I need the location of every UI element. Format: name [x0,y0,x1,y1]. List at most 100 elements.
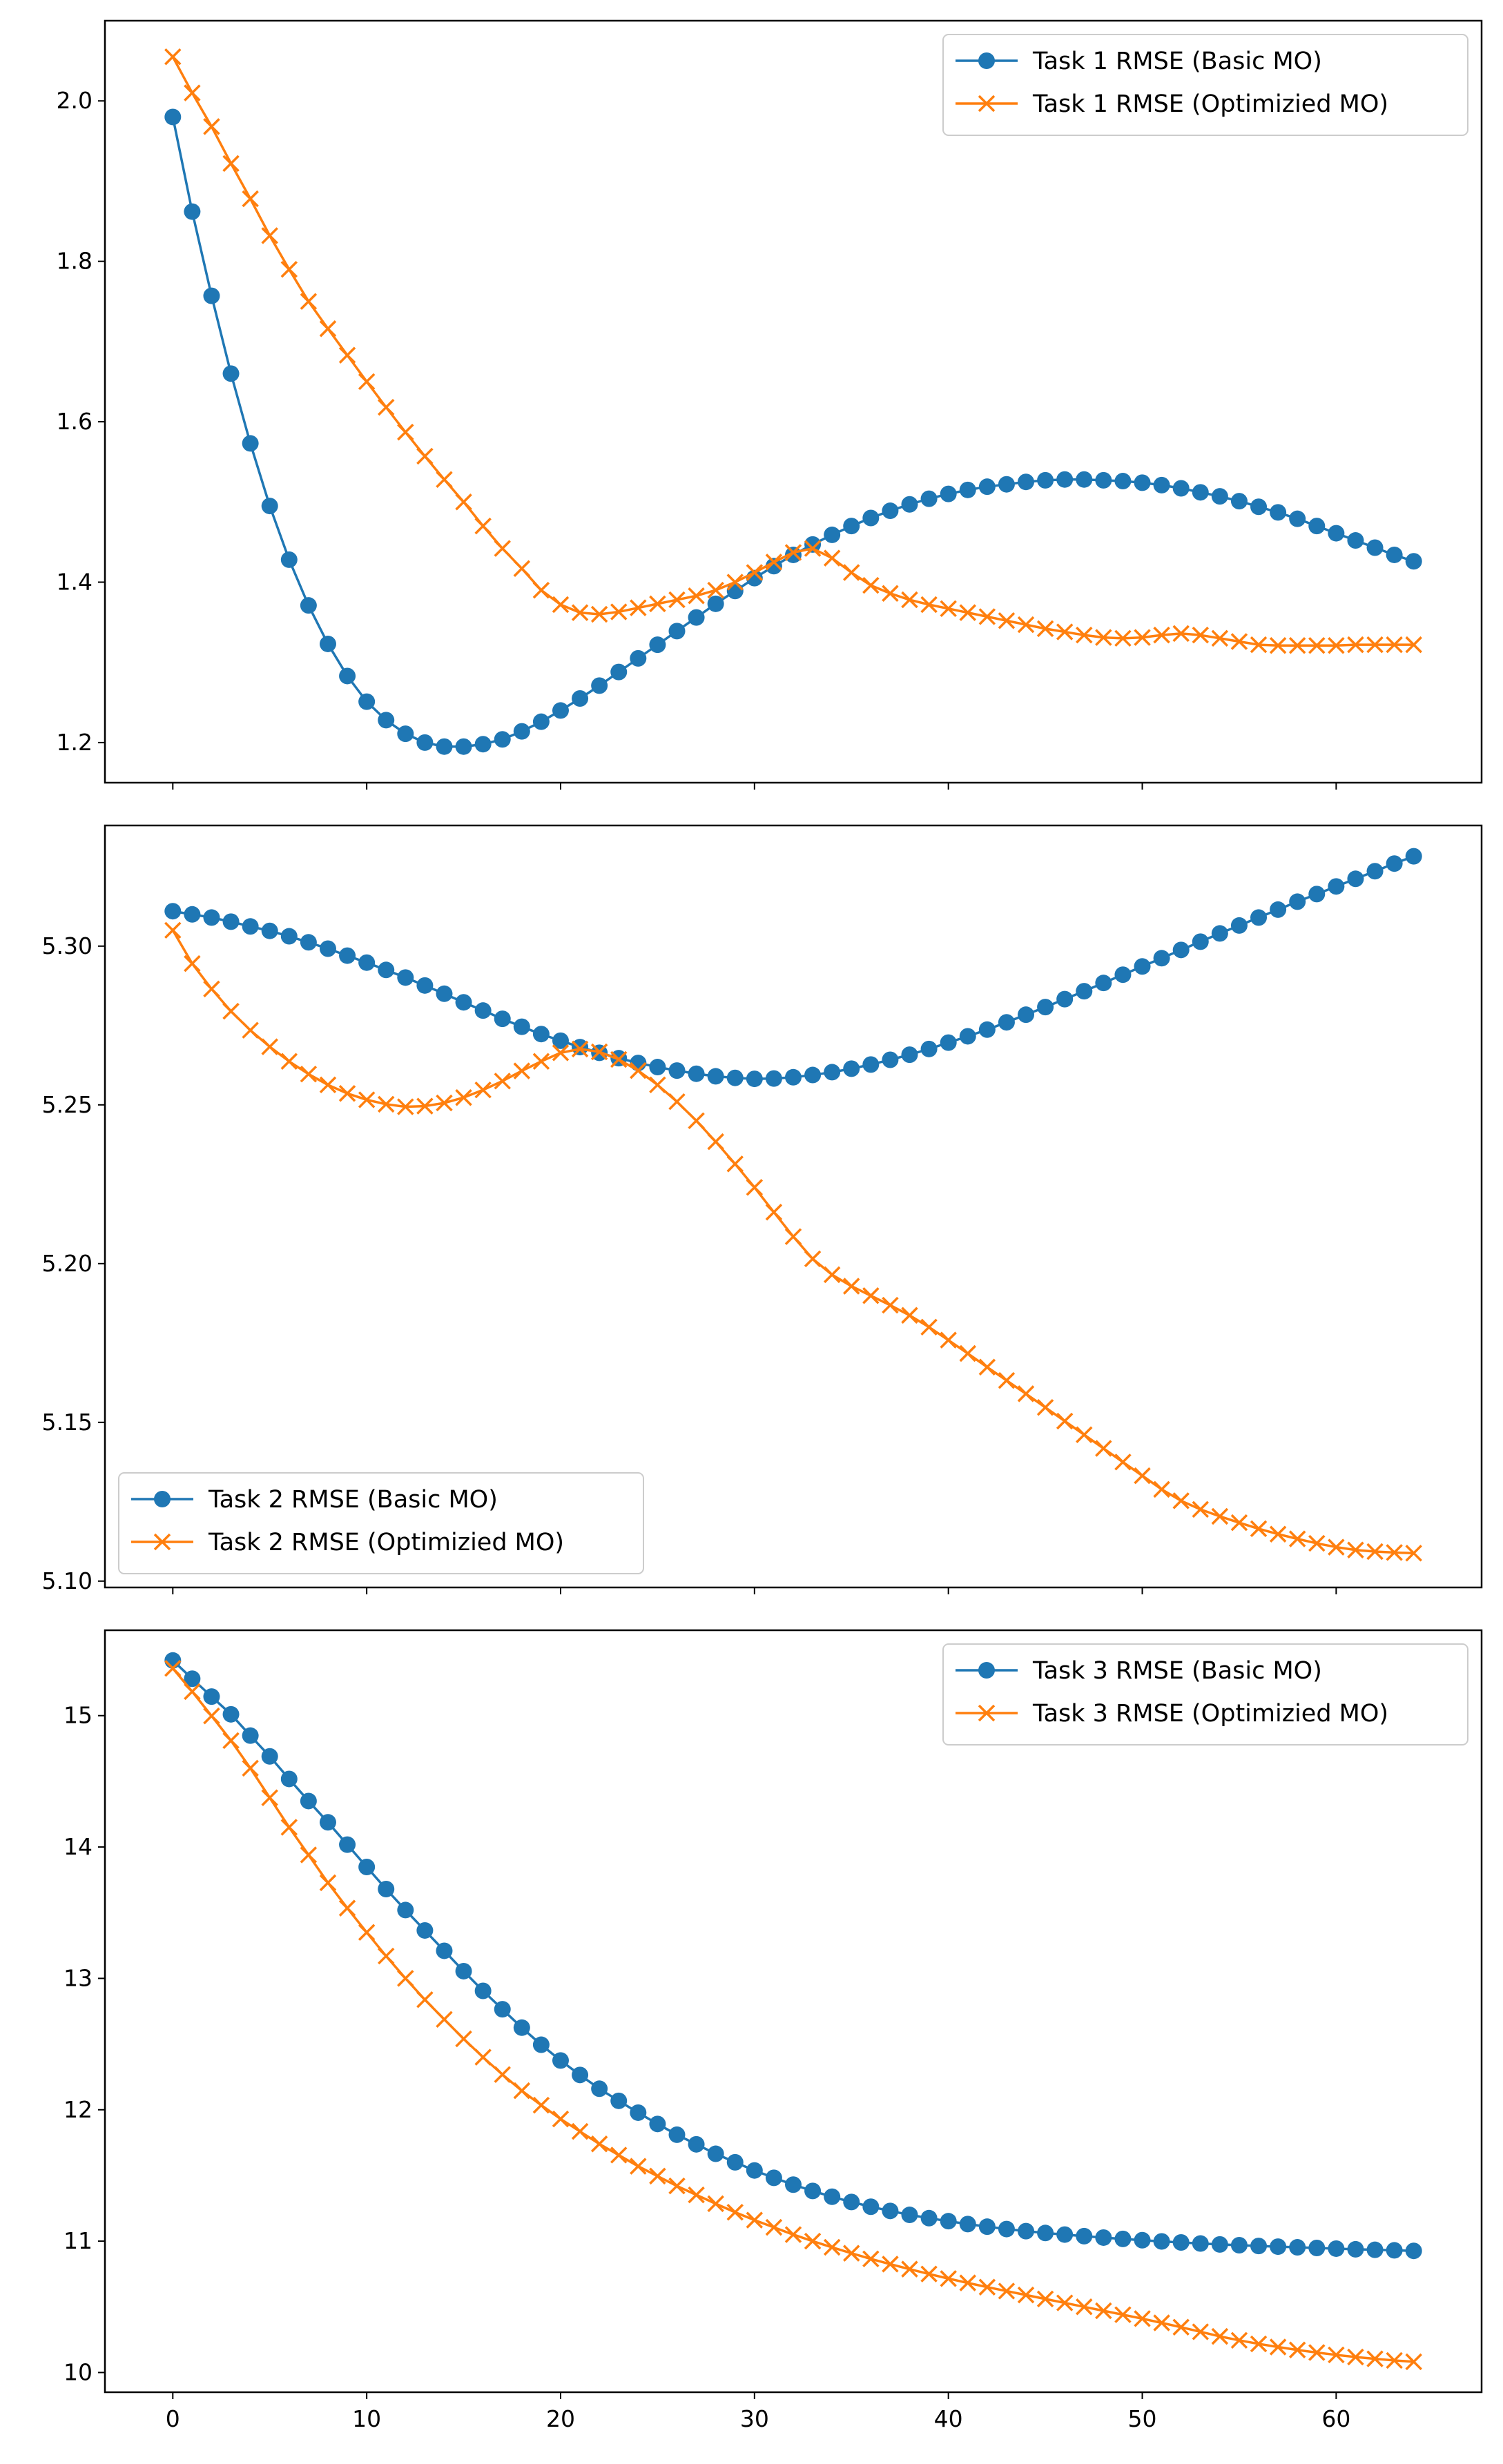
data-point [1289,510,1306,527]
data-point [649,2167,666,2185]
data-point [242,1021,259,1039]
data-point [765,1070,782,1087]
data-point [494,2066,511,2083]
data-point [552,1044,570,1062]
data-point [765,2218,783,2236]
data-point [1036,1398,1054,1416]
data-point [843,564,860,581]
data-point [203,287,220,304]
data-point [1037,2225,1054,2242]
data-point [416,977,434,994]
data-point [630,599,647,616]
data-point [882,2256,899,2273]
data-point [649,1059,666,1076]
data-point [784,544,802,561]
data-point [688,1112,705,1130]
data-point [1017,2286,1035,2304]
data-point [513,723,530,740]
x-tick-label: 30 [740,2405,769,2432]
data-point [1036,2290,1054,2308]
data-point [1308,637,1326,654]
data-point [184,203,201,220]
legend-box [118,1472,644,1574]
data-point [242,190,259,208]
data-point [707,2195,724,2213]
y-tick-label: 15 [64,1702,93,1729]
data-point [998,2282,1016,2300]
data-point [358,954,376,971]
data-point [862,2250,880,2268]
data-point [785,2176,802,2193]
data-point [590,2135,608,2153]
data-point [1405,636,1422,654]
legend-marker [153,1533,171,1551]
data-point [552,596,570,614]
data-point [940,1034,957,1051]
y-tick-label: 5.25 [42,1091,93,1118]
data-point [1289,2239,1306,2256]
data-point [1018,473,1035,491]
data-point [1405,553,1422,570]
data-point [319,940,336,957]
data-point [668,623,686,640]
data-point [959,604,976,621]
data-point [572,1039,589,1056]
data-point [203,1707,220,1725]
data-point [1405,2242,1422,2260]
data-point [978,1021,996,1038]
data-point [1328,2346,1345,2364]
data-point [1269,2338,1287,2356]
data-point [397,423,414,441]
data-point [959,1345,976,1362]
data-point [261,1038,278,1055]
data-point [688,609,705,626]
data-point [1366,2350,1384,2367]
data-point [1153,2233,1170,2250]
data-point [940,600,957,618]
data-point [532,1053,550,1070]
data-point [630,2104,647,2121]
data-point [843,1060,860,1077]
data-point [920,596,938,614]
chart-panel-3: 10 11 12 13 14 15 0 10 20 30 40 50 60 Task 3 RMSE (Ba… [64,1629,1483,2432]
data-point [164,1652,182,1669]
data-point [1211,2236,1228,2253]
data-point [1172,480,1190,497]
data-point [1056,2226,1074,2243]
data-point [1366,539,1384,556]
series-optimized [164,921,1422,1562]
data-point [1037,999,1054,1016]
data-point [1230,917,1248,934]
data-point [552,1032,569,1049]
y-tick-label: 11 [64,2227,93,2254]
data-point [688,2135,705,2153]
data-point [1386,1544,1403,1561]
data-point [998,1014,1015,1031]
data-point [1366,863,1384,880]
data-point [591,2080,608,2098]
data-point [1018,2222,1035,2240]
data-point [513,1062,531,1079]
data-point [784,1228,802,1245]
data-point [901,2260,918,2278]
data-point [494,1073,511,1090]
data-point [261,922,278,939]
data-point [901,1046,918,1064]
data-point [1386,2242,1403,2259]
data-point [242,1727,259,1744]
data-point [1017,1385,1035,1402]
data-point [261,227,278,244]
x-tick-label: 40 [934,2405,963,2432]
data-point [1211,488,1228,505]
data-point [1347,870,1364,888]
legend-label: Task 1 RMSE (Basic MO) [1032,48,1322,75]
data-point [1076,2298,1093,2316]
data-point [1153,476,1170,493]
y-tick-label: 5.10 [42,1567,93,1594]
data-point [746,2211,764,2229]
data-point [164,108,182,126]
data-point [184,1683,201,1701]
data-point [572,690,589,707]
data-point [416,734,434,751]
